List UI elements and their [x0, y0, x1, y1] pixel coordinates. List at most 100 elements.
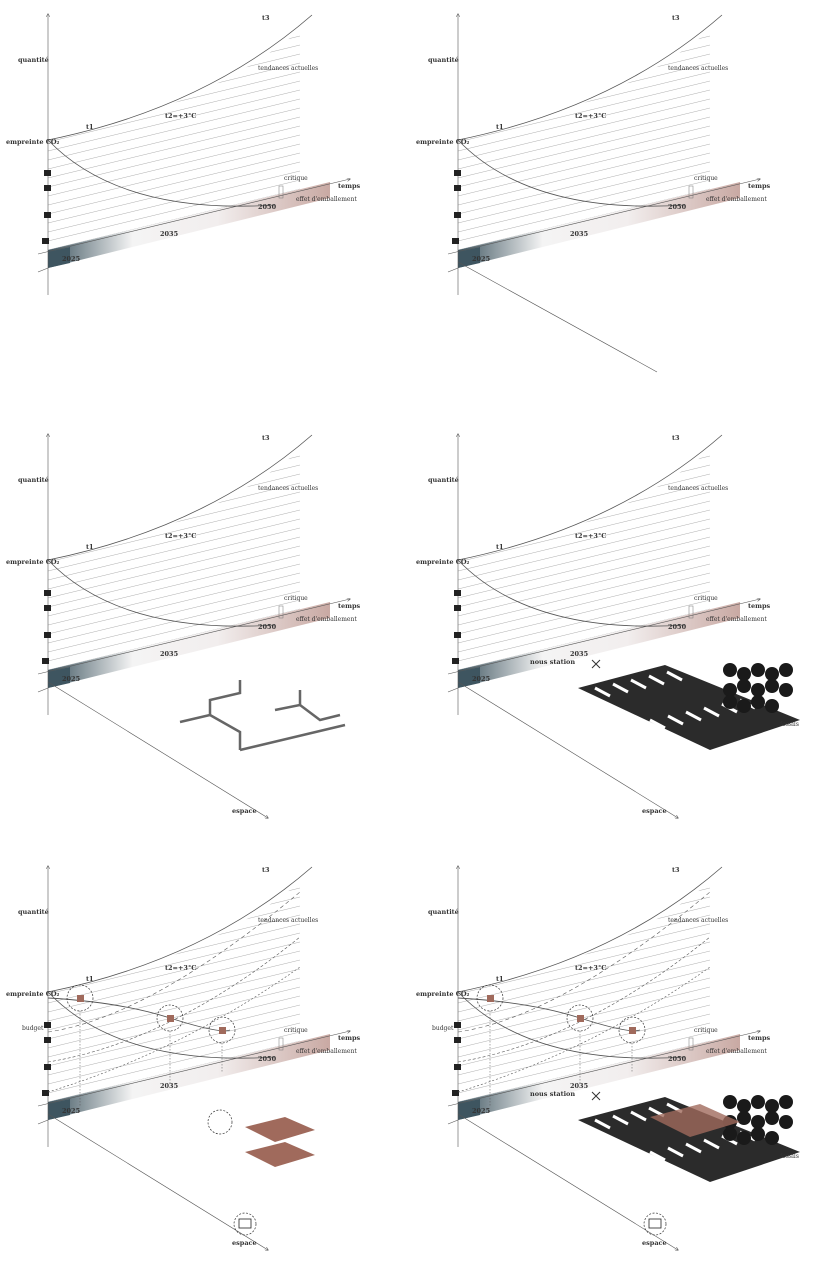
- hatch-line: [48, 125, 300, 188]
- tree: [779, 1095, 793, 1109]
- hatch-line: [458, 357, 710, 418]
- step-icon: [219, 1027, 226, 1034]
- critical-marker: [278, 605, 284, 619]
- hatch-line: [458, 959, 710, 1022]
- step-circle: [476, 984, 504, 1012]
- hatch-line: [458, 450, 710, 464]
- pipe: [299, 704, 341, 722]
- label-runaway: effet d'emballement: [706, 196, 767, 203]
- hatch-line: [458, 563, 710, 626]
- step-icon: [77, 995, 84, 1002]
- hatch-line: [48, 107, 300, 170]
- label-runaway: effet d'emballement: [296, 1048, 357, 1055]
- axis-icon: [454, 632, 461, 638]
- axis-icon: [44, 1022, 51, 1028]
- hatch-line: [48, 53, 300, 116]
- tree: [723, 683, 737, 697]
- hatch-line: [48, 500, 300, 563]
- trend-curve: [47, 991, 276, 1059]
- label-y2025: 2025: [62, 255, 81, 263]
- label-t1: t1: [86, 975, 94, 983]
- lower-axis: [447, 267, 459, 273]
- label-t3: t3: [672, 866, 680, 874]
- panel: t3 quantité tendances actuelles t2=+3°C t1 em…: [6, 762, 361, 1250]
- hatch-line: [458, 473, 710, 536]
- box-circle: [233, 1212, 257, 1236]
- hatch-line: [48, 968, 300, 1031]
- hatch-line: [48, 798, 300, 859]
- hatch-line: [48, 905, 300, 968]
- tree: [737, 667, 751, 681]
- time-band-dark: [458, 247, 480, 268]
- hatch-line: [48, 152, 300, 215]
- label-y2050: 2050: [258, 1055, 277, 1063]
- label-y2050: 2050: [258, 623, 277, 631]
- label-quantity: quantité: [428, 56, 459, 64]
- hatch-line: [458, 116, 710, 179]
- hatch-line: [48, 464, 300, 527]
- city-block: [578, 1090, 800, 1182]
- hatch-line: [458, 30, 710, 62]
- label-t3: t3: [672, 434, 680, 442]
- crosswalk: [703, 706, 720, 718]
- tree: [779, 663, 793, 677]
- axis-icon: [454, 1022, 461, 1028]
- trend-curve: [457, 991, 686, 1059]
- hatch-line: [48, 450, 300, 509]
- panel: t3 quantité tendances actuelles t2=+3°C t1 em…: [416, 762, 800, 1250]
- hatch-line: [48, 348, 300, 409]
- hatch-line: [458, 599, 710, 662]
- critical-marker: [688, 1037, 694, 1051]
- label-time: temps: [338, 182, 361, 190]
- tree: [737, 1111, 751, 1125]
- hatch-line: [48, 882, 300, 896]
- hatch-line: [458, 977, 710, 1040]
- tree: [737, 1099, 751, 1113]
- hatch-line: [48, 771, 300, 832]
- tree: [765, 1111, 779, 1125]
- label-y2035: 2035: [570, 650, 589, 658]
- axis-icon: [44, 1064, 51, 1070]
- label-t2: t2=+3°C: [165, 532, 196, 540]
- hatch-line: [458, 89, 710, 152]
- label-trend: tendances actuelles: [258, 917, 318, 924]
- hatch-line: [48, 98, 300, 161]
- time-axis: [447, 599, 760, 675]
- hatch-line: [458, 608, 710, 670]
- axis-icon: [44, 212, 51, 218]
- hatch-line: [48, 450, 300, 464]
- hatch-line: [458, 762, 710, 823]
- label-y2025: 2025: [62, 675, 81, 683]
- hatch-line: [48, 995, 300, 1058]
- time-band: [458, 602, 740, 688]
- reused-plot: [650, 1104, 740, 1137]
- time-axis: [447, 1031, 760, 1107]
- label-station: nous station: [530, 658, 575, 666]
- budget-curve: [47, 966, 301, 1093]
- label-time: temps: [748, 182, 771, 190]
- label-time: temps: [748, 1034, 771, 1042]
- hatch-line: [458, 807, 710, 868]
- time-band: [458, 182, 740, 268]
- axis-icon: [42, 238, 49, 244]
- hatch-line: [458, 500, 710, 563]
- hatch-line: [48, 509, 300, 572]
- label-quantity: quantité: [18, 56, 49, 64]
- lower-axis: [447, 687, 459, 693]
- label-t2: t2=+3°C: [575, 964, 606, 972]
- tree: [779, 1115, 793, 1129]
- axis-icon: [454, 170, 461, 176]
- crosswalk: [685, 1142, 702, 1154]
- label-forest: fossils: [780, 1153, 799, 1160]
- hatch-line: [458, 882, 710, 887]
- hatch-line: [48, 375, 300, 436]
- hatch-line: [458, 789, 710, 850]
- space-axis: [47, 681, 268, 818]
- hatch-line: [458, 518, 710, 581]
- tree: [765, 699, 779, 713]
- label-space: espace: [232, 807, 257, 815]
- label-t2: t2=+3°C: [575, 532, 606, 540]
- hatch-line: [48, 1040, 300, 1102]
- axis-icon: [42, 1090, 49, 1096]
- hatch-line: [458, 107, 710, 170]
